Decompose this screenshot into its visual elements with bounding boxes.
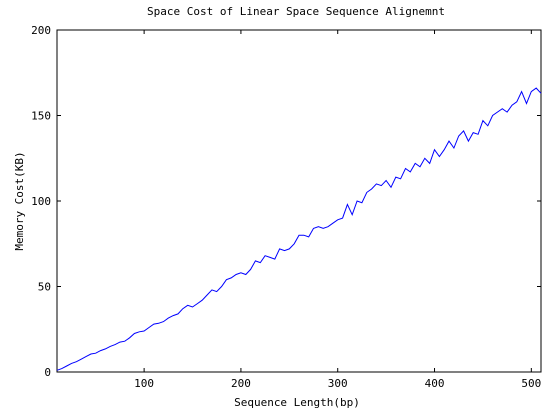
series-line [56,87,542,371]
x-tick-label: 500 [521,377,541,390]
x-tick-label: 400 [425,377,445,390]
y-tick-label: 200 [31,24,51,37]
plot-area: 100 200 300 400 500 0 50 100 150 200 [31,24,542,390]
y-tick-label: 50 [38,281,51,294]
chart-title: Space Cost of Linear Space Sequence Alig… [147,5,445,18]
x-tick-label: 300 [328,377,348,390]
y-axis-label: Memory Cost(KB) [13,151,26,250]
y-tick-label: 150 [31,110,51,123]
plot-frame [56,29,542,373]
x-axis-label: Sequence Length(bp) [234,396,360,409]
y-tick-label: 100 [31,195,51,208]
x-tick-label: 200 [231,377,251,390]
x-tick-label: 100 [134,377,154,390]
y-tick-label: 0 [44,366,51,379]
